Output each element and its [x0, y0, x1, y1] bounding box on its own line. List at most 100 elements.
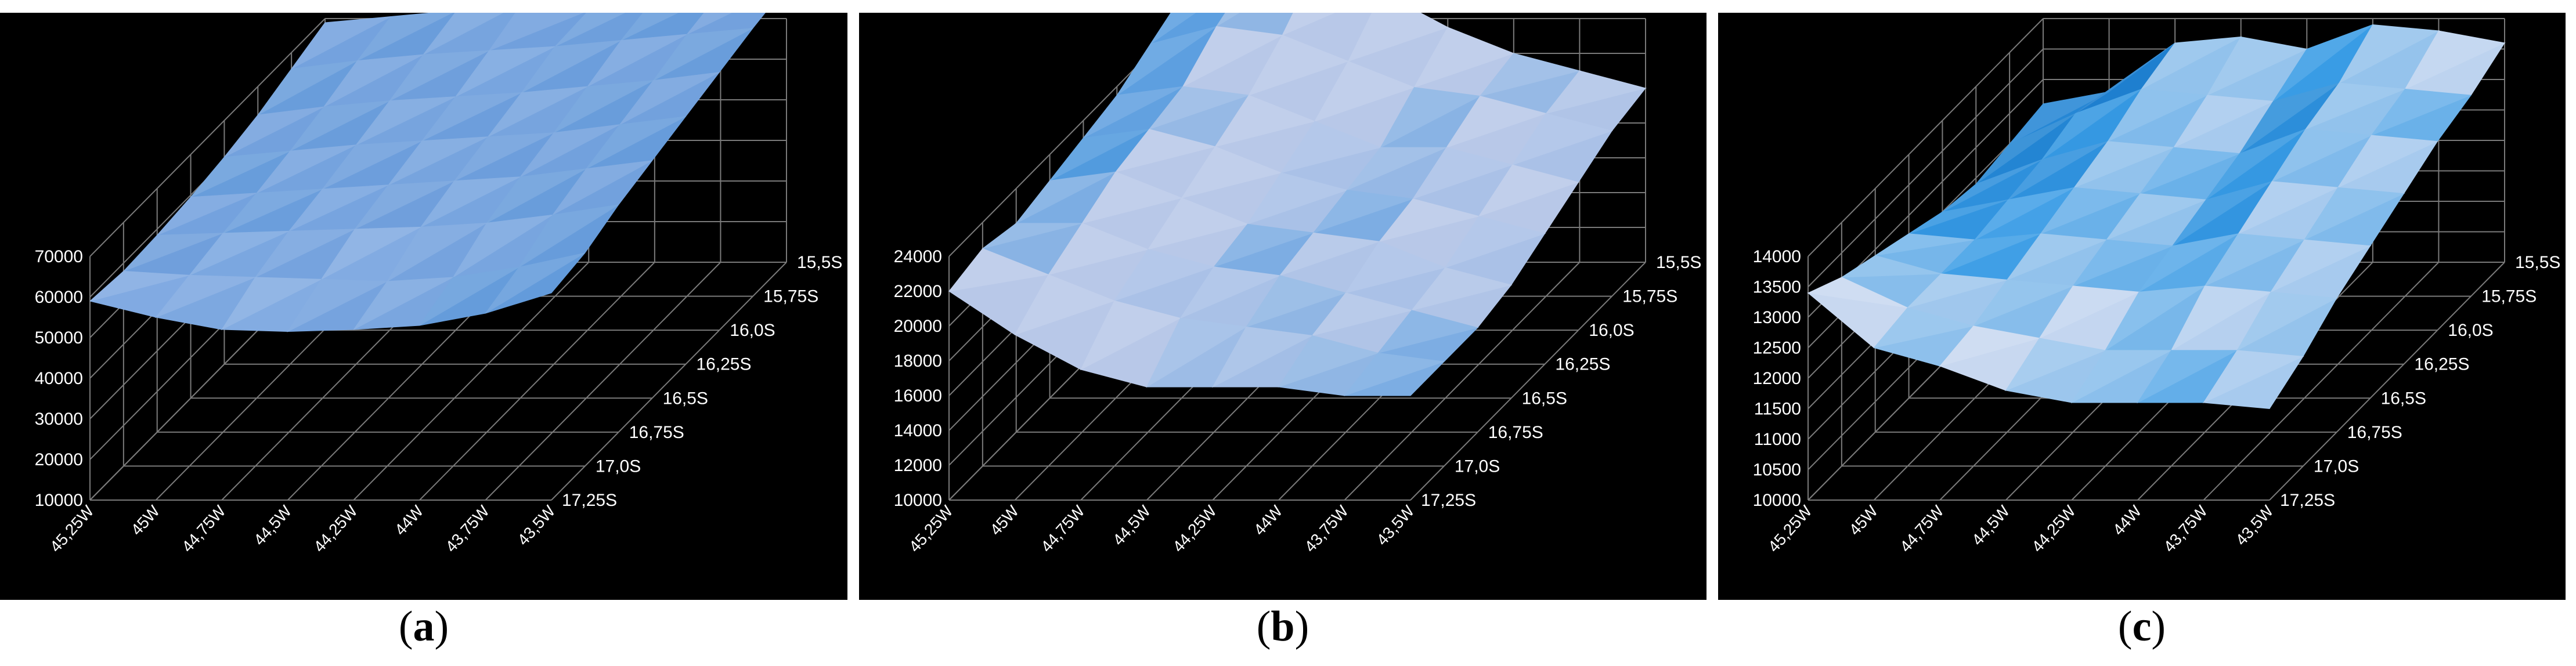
x-tick-label: 44,75W — [1896, 502, 1947, 556]
surface-facet — [2138, 233, 2239, 292]
surface-facet — [2337, 135, 2439, 189]
surface-facet — [2139, 147, 2240, 194]
surface-facet — [2075, 42, 2175, 114]
surface-facet — [1116, 26, 1217, 96]
surface-facet — [453, 214, 553, 278]
z-tick-label: 14000 — [894, 421, 942, 440]
surface-facet — [2204, 233, 2306, 287]
floor-gridline-x — [2203, 262, 2440, 501]
surface-facet — [322, 140, 423, 190]
surface-facet — [1214, 95, 1316, 147]
surface-chart-b: 10000 12000 14000 16000 18000 20000 22000 24000… — [859, 13, 1706, 600]
surface-facet — [2008, 141, 2108, 200]
x-axis-labels: 45,25W 45W 44,75W 44,5W 44,25W 44W 43,75W 43,5W — [1765, 502, 2277, 556]
surface-facet — [255, 229, 355, 278]
surface — [948, 13, 1647, 397]
surface-facet — [2238, 181, 2339, 234]
surface-facet — [553, 80, 654, 133]
surface-facet — [2206, 129, 2306, 200]
x-tick-label: 44W — [2109, 502, 2145, 539]
x-axis-labels: 45,25W 45W 44,75W 44,5W 44,25W 44W 43,75W 43,5W — [905, 502, 1418, 556]
surface-facet — [1147, 197, 1249, 250]
surface-facet — [189, 230, 290, 276]
x-axis-labels: 45,25W 45W 44,75W 44,5W 44,25W 44W 43,75W 43,5W — [46, 502, 559, 556]
surface-facet — [321, 226, 421, 280]
surface-facet — [1213, 223, 1314, 267]
surface-facet — [1345, 241, 1446, 294]
z-tick-label: 22000 — [894, 282, 942, 301]
surface-facet — [353, 277, 453, 330]
z-tick-label: 14000 — [1753, 247, 1801, 266]
surface-facet — [1280, 121, 1382, 173]
surface-facet — [2105, 285, 2205, 351]
surface-facet — [1212, 326, 1314, 388]
caption-a-label: a — [413, 603, 435, 650]
x-tick-label: 45W — [1845, 502, 1881, 539]
surface-chart-svg-b: 10000 12000 14000 16000 18000 20000 22000 24000… — [894, 13, 1701, 556]
surface-facet — [587, 34, 687, 87]
surface-facet — [1247, 172, 1348, 225]
surface-facet — [555, 13, 626, 47]
x-tick-label: 43,5W — [1373, 502, 1418, 549]
surface-facet — [1511, 113, 1613, 166]
z-tick-label: 20000 — [894, 317, 942, 336]
surface-facet — [356, 96, 456, 146]
surface-facet — [1148, 86, 1249, 130]
surface-facet — [287, 278, 388, 332]
surface-facet — [388, 136, 488, 186]
y-axis-labels: 15,5S 15,75S 16,0S 16,25S 16,5S 16,75S 17,0S 17… — [562, 253, 842, 510]
floor-gridline-x — [551, 262, 787, 501]
z-tick-label: 18000 — [894, 352, 942, 371]
surface-facet — [1314, 60, 1415, 122]
surface-facet — [2040, 187, 2141, 234]
x-tick-label: 43,75W — [442, 502, 493, 556]
y-tick-label: 17,25S — [562, 491, 617, 510]
surface-facet — [1939, 325, 2040, 367]
surface-facet — [221, 277, 322, 331]
y-tick-label: 16,0S — [2448, 321, 2493, 340]
surface-facet — [982, 223, 1083, 249]
floor-gridline-x — [1344, 262, 1581, 501]
surface-facet — [619, 72, 720, 125]
surface-facet — [2404, 30, 2506, 90]
x-tick-label: 44W — [391, 502, 427, 539]
y-tick-label: 16,5S — [1522, 389, 1567, 408]
panel-b: 10000 12000 14000 16000 18000 20000 22000 24000… — [859, 0, 1706, 666]
floor-gridline-x — [2269, 262, 2505, 501]
surface-facet — [1080, 300, 1181, 371]
surface-facet — [222, 189, 323, 234]
surface-facet — [1113, 249, 1215, 302]
surface-facet — [290, 100, 390, 151]
surface-facet — [1182, 26, 1283, 88]
x-tick-label: 44,5W — [1109, 502, 1154, 549]
left-wall-gridline — [1807, 18, 2044, 257]
surface-facet — [2271, 129, 2373, 182]
surface-facet — [257, 60, 358, 115]
z-tick-label: 40000 — [35, 369, 83, 388]
surface-facet — [2141, 37, 2241, 90]
surface-facet — [1413, 27, 1515, 88]
surface-facet — [1181, 146, 1282, 199]
y-axis-labels: 15,5S 15,75S 16,0S 16,25S 16,5S 16,75S 17,0S 17… — [1421, 253, 1701, 510]
surface-facet — [2273, 24, 2373, 102]
y-tick-label: 16,75S — [2347, 423, 2402, 442]
panel-a: 10000 20000 30000 40000 50000 60000 70000 45,25… — [0, 0, 847, 666]
surface-facet — [1114, 129, 1217, 173]
surface-facet — [291, 16, 391, 70]
surface-facet — [1972, 279, 2073, 327]
x-tick-label: 45W — [127, 502, 163, 539]
surface-facet — [1908, 199, 2009, 234]
surface-facet — [1179, 266, 1281, 319]
surface-facet — [518, 204, 619, 267]
y-tick-label: 16,75S — [629, 423, 684, 442]
surface-facet — [1841, 255, 1942, 278]
y-tick-label: 16,25S — [1555, 355, 1610, 374]
surface-facet — [1479, 53, 1581, 97]
surface-facet — [1014, 274, 1116, 335]
z-tick-label: 20000 — [35, 450, 83, 469]
y-tick-label: 15,75S — [763, 287, 818, 306]
z-tick-label: 24000 — [894, 247, 942, 266]
surface-facet — [620, 13, 679, 41]
y-tick-label: 17,25S — [1421, 491, 1476, 510]
surface-facet — [355, 180, 455, 230]
